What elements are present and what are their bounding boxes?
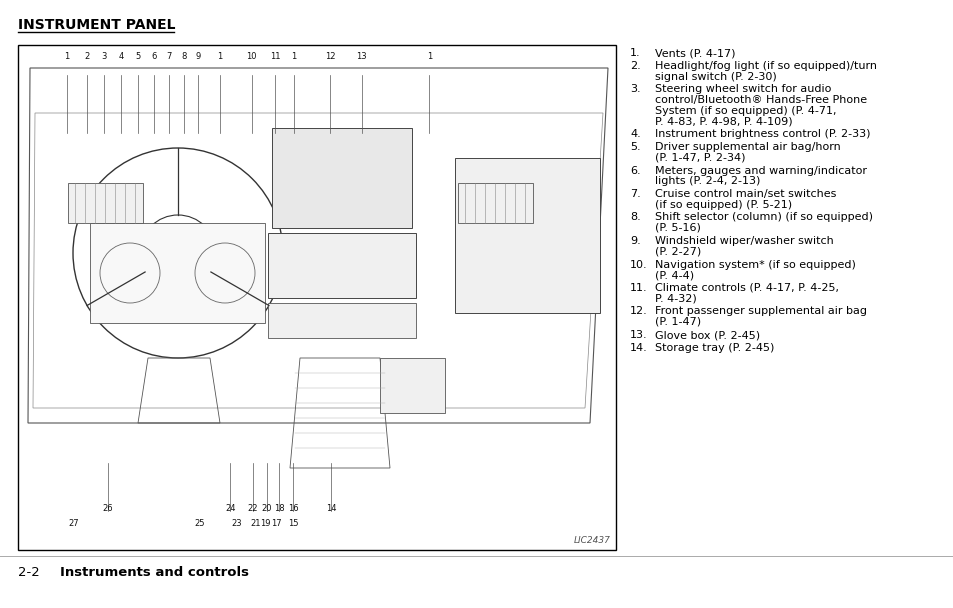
Bar [18, 45, 616, 550]
Text: Cruise control main/set switches: Cruise control main/set switches [655, 189, 836, 199]
Text: 2-2: 2-2 [18, 566, 40, 579]
Text: signal switch (P. 2-30): signal switch (P. 2-30) [655, 72, 776, 81]
Text: 15: 15 [288, 519, 298, 528]
Text: 8: 8 [181, 52, 187, 61]
Text: 7: 7 [167, 52, 172, 61]
Text: 16: 16 [288, 504, 298, 513]
Text: 3: 3 [101, 52, 106, 61]
Text: 9: 9 [195, 52, 200, 61]
Text: 2: 2 [84, 52, 90, 61]
Text: 8.: 8. [629, 213, 640, 223]
Text: 1: 1 [291, 52, 296, 61]
Text: (P. 5-16): (P. 5-16) [655, 223, 700, 233]
Text: Instrument brightness control (P. 2-33): Instrument brightness control (P. 2-33) [655, 129, 869, 139]
Text: 3.: 3. [629, 85, 640, 94]
Text: Headlight/fog light (if so equipped)/turn: Headlight/fog light (if so equipped)/tur… [655, 61, 876, 71]
Text: 24: 24 [225, 504, 235, 513]
Bar [272, 128, 412, 228]
Text: 4.: 4. [629, 129, 640, 139]
Bar [90, 223, 265, 323]
Text: 17: 17 [271, 519, 281, 528]
Text: 7.: 7. [629, 189, 640, 199]
Text: 9.: 9. [629, 236, 640, 246]
Text: lights (P. 2-4, 2-13): lights (P. 2-4, 2-13) [655, 176, 760, 186]
Text: 20: 20 [261, 504, 272, 513]
Text: (P. 1-47): (P. 1-47) [655, 317, 700, 327]
Text: 26: 26 [102, 504, 112, 513]
Text: P. 4-83, P. 4-98, P. 4-109): P. 4-83, P. 4-98, P. 4-109) [655, 116, 792, 126]
Text: 12.: 12. [629, 306, 647, 317]
Text: LIC2437: LIC2437 [574, 536, 610, 545]
Bar [68, 183, 143, 223]
Bar [268, 233, 416, 298]
Text: 6.: 6. [629, 165, 640, 176]
Text: 4: 4 [118, 52, 123, 61]
Text: Driver supplemental air bag/horn: Driver supplemental air bag/horn [655, 142, 840, 152]
Bar [457, 183, 533, 223]
Text: Windshield wiper/washer switch: Windshield wiper/washer switch [655, 236, 833, 246]
Text: 10: 10 [246, 52, 256, 61]
Text: 5.: 5. [629, 142, 640, 152]
Text: (if so equipped) (P. 5-21): (if so equipped) (P. 5-21) [655, 199, 791, 210]
Text: Storage tray (P. 2-45): Storage tray (P. 2-45) [655, 343, 774, 353]
Text: 1: 1 [426, 52, 432, 61]
Text: 22: 22 [248, 504, 258, 513]
Text: Climate controls (P. 4-17, P. 4-25,: Climate controls (P. 4-17, P. 4-25, [655, 283, 838, 293]
Text: Glove box (P. 2-45): Glove box (P. 2-45) [655, 330, 760, 340]
Text: Steering wheel switch for audio: Steering wheel switch for audio [655, 85, 830, 94]
Text: 1: 1 [65, 52, 70, 61]
Text: 19: 19 [260, 519, 271, 528]
Bar [268, 303, 416, 338]
Text: 21: 21 [250, 519, 260, 528]
Bar [455, 158, 599, 313]
Bar [379, 358, 444, 413]
Text: 2.: 2. [629, 61, 640, 71]
Text: Vents (P. 4-17): Vents (P. 4-17) [655, 48, 735, 58]
Text: (P. 4-4): (P. 4-4) [655, 270, 694, 280]
Text: 1: 1 [217, 52, 222, 61]
Text: 14.: 14. [629, 343, 647, 353]
Text: Navigation system* (if so equipped): Navigation system* (if so equipped) [655, 260, 855, 269]
Text: control/Bluetooth® Hands-Free Phone: control/Bluetooth® Hands-Free Phone [655, 95, 866, 105]
Text: Front passenger supplemental air bag: Front passenger supplemental air bag [655, 306, 866, 317]
Text: 27: 27 [69, 519, 79, 528]
Text: INSTRUMENT PANEL: INSTRUMENT PANEL [18, 18, 175, 32]
Text: Shift selector (column) (if so equipped): Shift selector (column) (if so equipped) [655, 213, 872, 223]
Text: System (if so equipped) (P. 4-71,: System (if so equipped) (P. 4-71, [655, 106, 836, 116]
Text: 5: 5 [134, 52, 140, 61]
Text: 13: 13 [356, 52, 367, 61]
Text: P. 4-32): P. 4-32) [655, 294, 696, 303]
Text: (P. 2-27): (P. 2-27) [655, 246, 700, 257]
Text: 13.: 13. [629, 330, 647, 340]
Text: 10.: 10. [629, 260, 647, 269]
Text: 23: 23 [232, 519, 242, 528]
Text: Meters, gauges and warning/indicator: Meters, gauges and warning/indicator [655, 165, 866, 176]
Text: 12: 12 [325, 52, 335, 61]
Text: 25: 25 [193, 519, 204, 528]
Text: 6: 6 [152, 52, 157, 61]
Text: 11: 11 [270, 52, 280, 61]
Text: 1.: 1. [629, 48, 640, 58]
Text: 11.: 11. [629, 283, 647, 293]
Text: Instruments and controls: Instruments and controls [60, 566, 249, 579]
Text: 14: 14 [326, 504, 336, 513]
Text: 18: 18 [274, 504, 284, 513]
Text: (P. 1-47, P. 2-34): (P. 1-47, P. 2-34) [655, 153, 744, 162]
